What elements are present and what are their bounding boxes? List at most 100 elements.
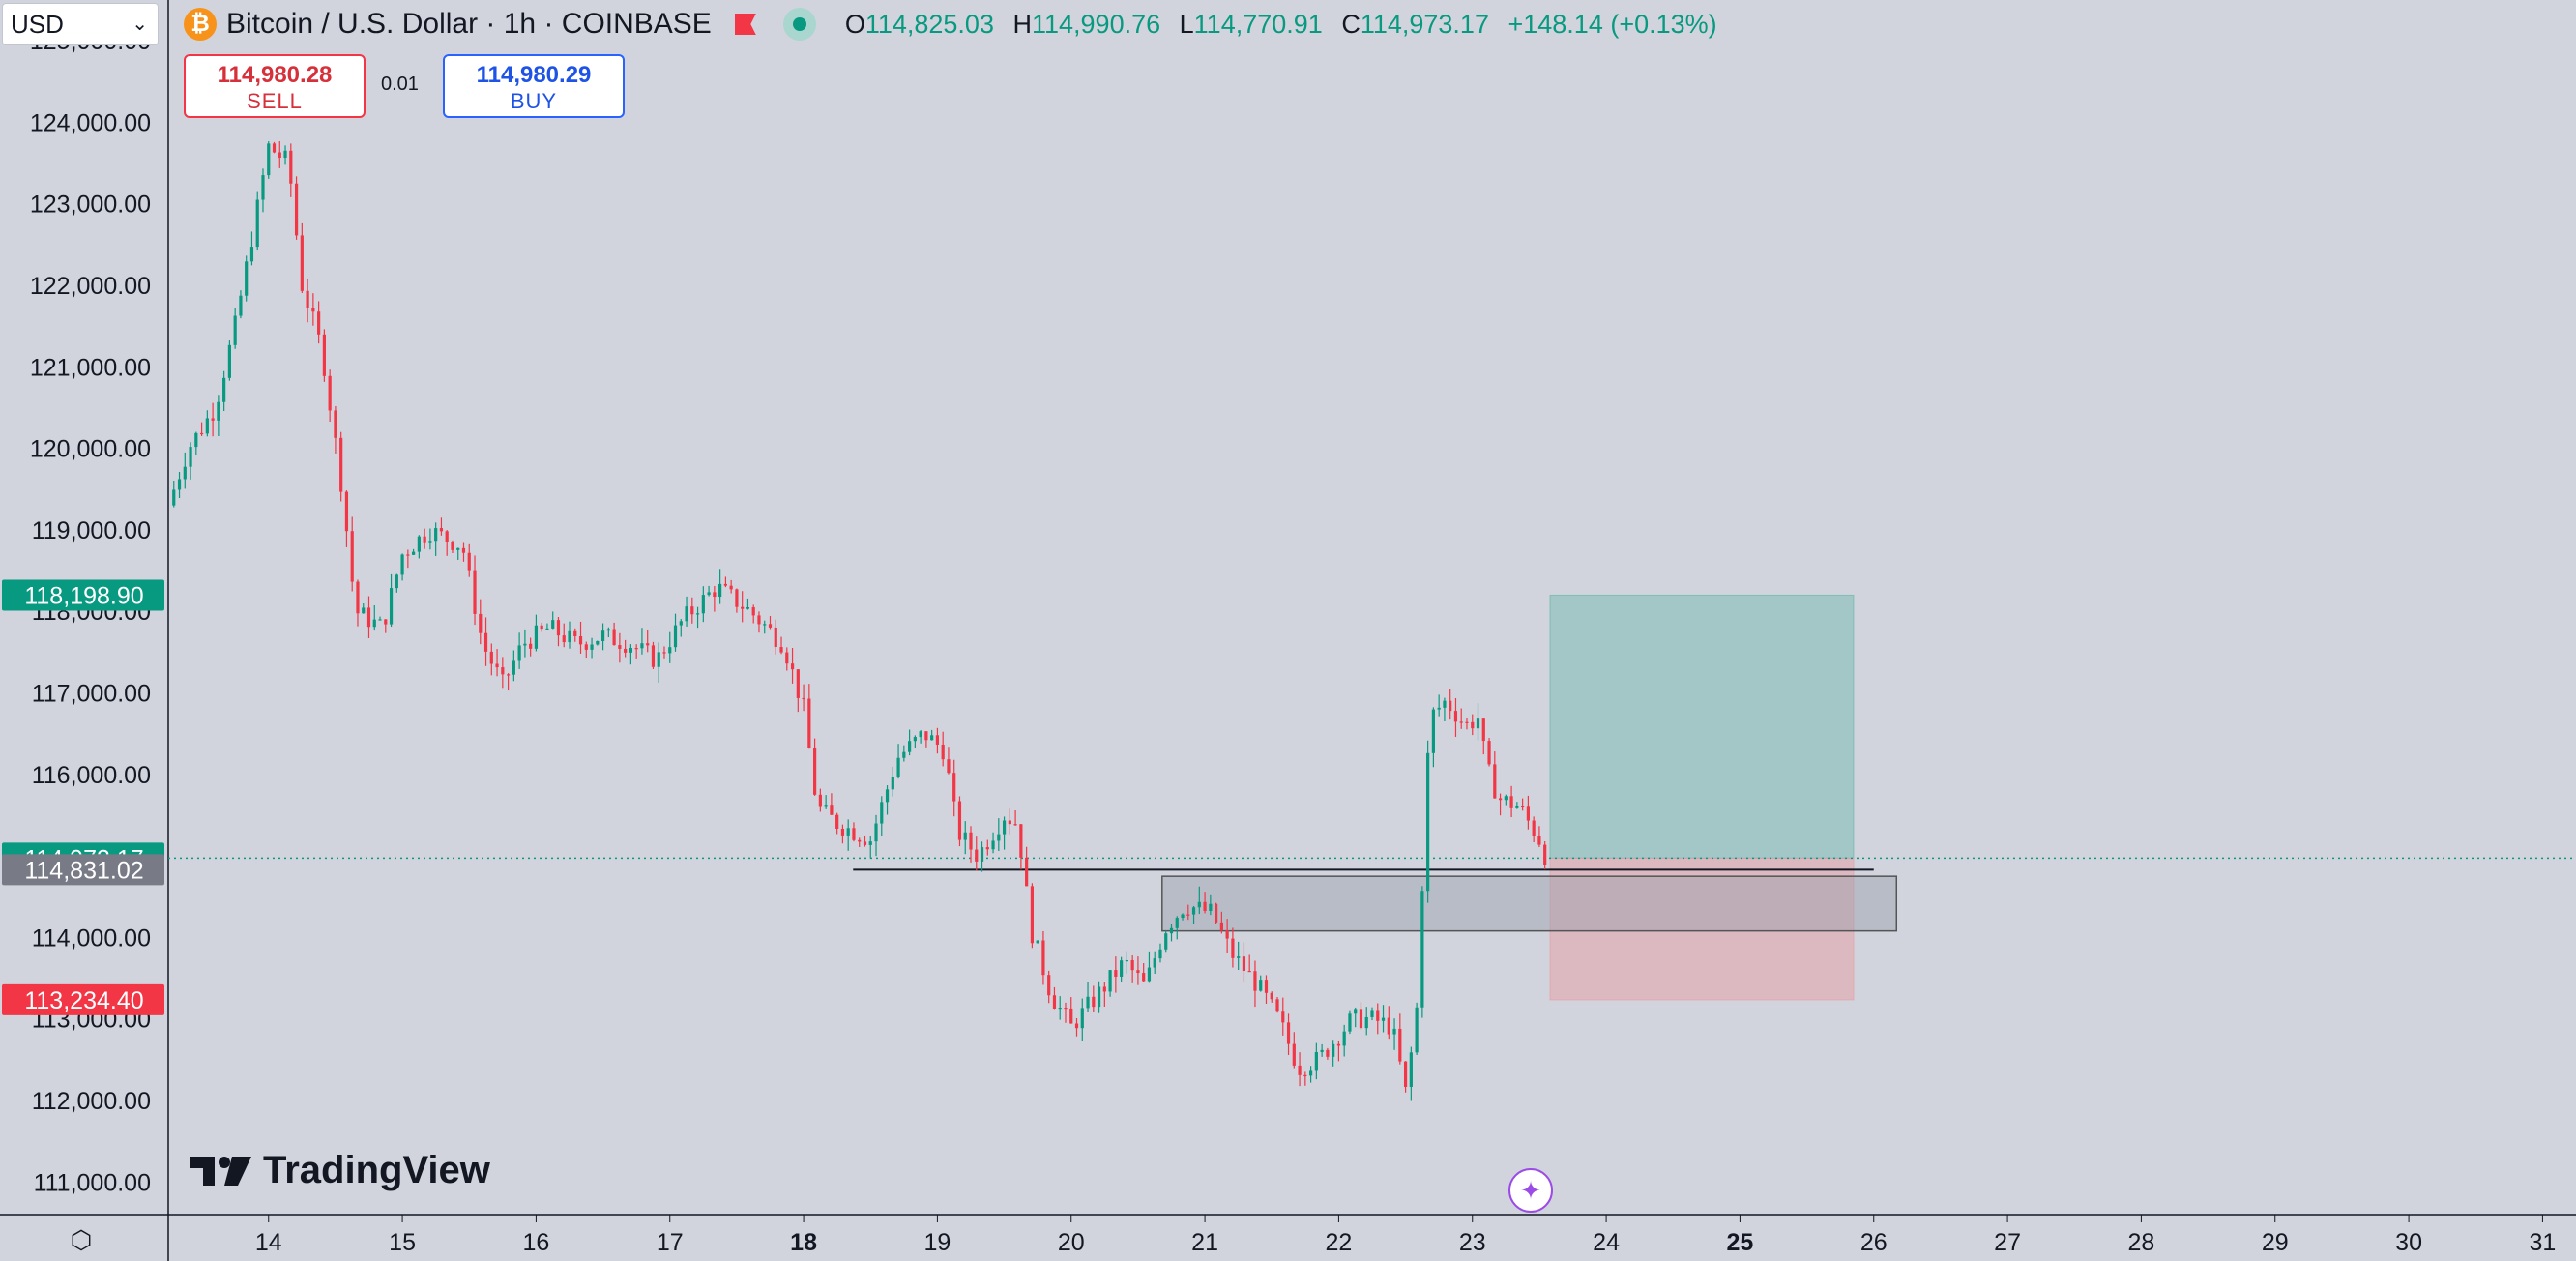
candle-body <box>1459 721 1463 723</box>
time-tick-label: 16 <box>523 1229 550 1256</box>
candle-body <box>1164 933 1168 950</box>
candle-body <box>1008 820 1011 825</box>
candle-body <box>479 613 483 633</box>
candle-body <box>501 667 505 675</box>
candle-body <box>935 735 940 745</box>
candle-body <box>1069 1008 1073 1024</box>
candle-body <box>194 432 198 448</box>
high-value: 114,990.76 <box>1031 9 1161 39</box>
sell-button[interactable]: 114,980.28 SELL <box>184 54 366 118</box>
candle-body <box>751 607 755 616</box>
time-tick-label: 24 <box>1593 1229 1620 1256</box>
price-axis-ticks: 111,000.00112,000.00113,000.00114,000.00… <box>30 0 169 1261</box>
candle-body <box>1515 806 1519 808</box>
candle-body <box>596 640 600 645</box>
candle-body <box>1013 824 1017 826</box>
candle-body <box>930 735 934 741</box>
price-label-tag <box>2 579 164 611</box>
candle-body <box>1074 1023 1079 1029</box>
candle-body <box>1102 986 1106 992</box>
candle-body <box>428 541 432 543</box>
candle-body <box>512 660 515 675</box>
price-label-text: 113,234.40 <box>24 987 143 1014</box>
candle-body <box>1392 1028 1396 1035</box>
candle-body <box>673 625 678 648</box>
candle-body <box>1025 857 1029 887</box>
candle-body <box>802 697 805 700</box>
currency-select[interactable]: USD ⌄ <box>2 3 159 45</box>
candle-body <box>372 619 376 628</box>
sparkle-assistant-icon[interactable]: ✦ <box>1508 1168 1553 1213</box>
candle-body <box>1181 914 1185 919</box>
price-tick-label: 124,000.00 <box>30 109 151 136</box>
candle-body <box>1526 806 1530 821</box>
candle-body <box>545 628 549 630</box>
candle-body <box>763 624 767 626</box>
buy-label: BUY <box>510 89 558 113</box>
candle-body <box>824 805 828 807</box>
settings-icon[interactable]: ⬡ <box>70 1224 93 1254</box>
candle-body <box>1387 1017 1390 1035</box>
candle-body <box>991 840 995 850</box>
live-status-icon <box>782 8 816 41</box>
candle-body <box>1336 1043 1341 1046</box>
candle-body <box>685 606 688 622</box>
candle-body <box>1493 764 1497 799</box>
candle-body <box>456 547 460 550</box>
candle-body <box>1332 1043 1335 1057</box>
candle-body <box>529 643 533 649</box>
candle-body <box>1125 960 1128 962</box>
price-tick-label: 117,000.00 <box>32 681 151 708</box>
candle-body <box>729 585 733 590</box>
candle-body <box>239 295 243 316</box>
close-label: C <box>1341 9 1361 39</box>
candle-body <box>662 652 666 654</box>
time-tick-label: 21 <box>1191 1229 1218 1256</box>
buy-button[interactable]: 114,980.29 BUY <box>443 54 625 118</box>
candle-body <box>311 308 315 312</box>
candle-body <box>495 663 499 668</box>
candle-body <box>1142 973 1146 982</box>
candle-body <box>227 344 232 378</box>
candle-body <box>807 698 811 748</box>
candle-body <box>322 334 326 376</box>
candle-body <box>384 619 388 625</box>
flag-icon[interactable] <box>734 14 756 35</box>
candle-body <box>445 531 449 542</box>
long-position-tool[interactable] <box>168 594 2576 1001</box>
candle-body <box>222 377 226 402</box>
candle-body <box>902 751 906 758</box>
candle-body <box>919 731 922 738</box>
time-tick-label: 20 <box>1058 1229 1085 1256</box>
candle-body <box>1431 709 1436 753</box>
candle-body <box>568 630 571 643</box>
ohlc-readout: O114,825.03 H114,990.76 L114,770.91 C114… <box>845 10 1717 40</box>
candle-body <box>640 643 644 649</box>
order-quantity[interactable]: 0.01 <box>381 73 419 95</box>
candle-body <box>701 595 705 614</box>
time-tick-label: 25 <box>1727 1229 1754 1256</box>
time-tick-label: 26 <box>1860 1229 1888 1256</box>
candle-body <box>1175 918 1179 928</box>
currency-select-value: USD <box>11 9 64 39</box>
symbol-header: ₿ Bitcoin / U.S. Dollar · 1h · COINBASE … <box>184 8 1717 41</box>
candle-body <box>1420 891 1424 1008</box>
candle-body <box>695 613 700 615</box>
symbol-title[interactable]: Bitcoin / U.S. Dollar · 1h · COINBASE <box>226 8 712 40</box>
change-value: +148.14 (+0.13%) <box>1508 9 1717 39</box>
candle-body <box>779 647 783 653</box>
candle-body <box>1114 970 1118 977</box>
candle-body <box>1281 1011 1285 1023</box>
candle-body <box>668 647 672 654</box>
candle-body <box>1409 1052 1413 1087</box>
tradingview-logo[interactable]: TradingView <box>190 1149 490 1192</box>
candle-body <box>300 235 304 291</box>
candle-body <box>723 583 727 586</box>
candle-body <box>1481 718 1485 742</box>
candle-body <box>1019 824 1023 858</box>
candle-body <box>1058 1007 1062 1010</box>
candle-body <box>746 607 750 609</box>
time-tick-label: 15 <box>389 1229 416 1256</box>
